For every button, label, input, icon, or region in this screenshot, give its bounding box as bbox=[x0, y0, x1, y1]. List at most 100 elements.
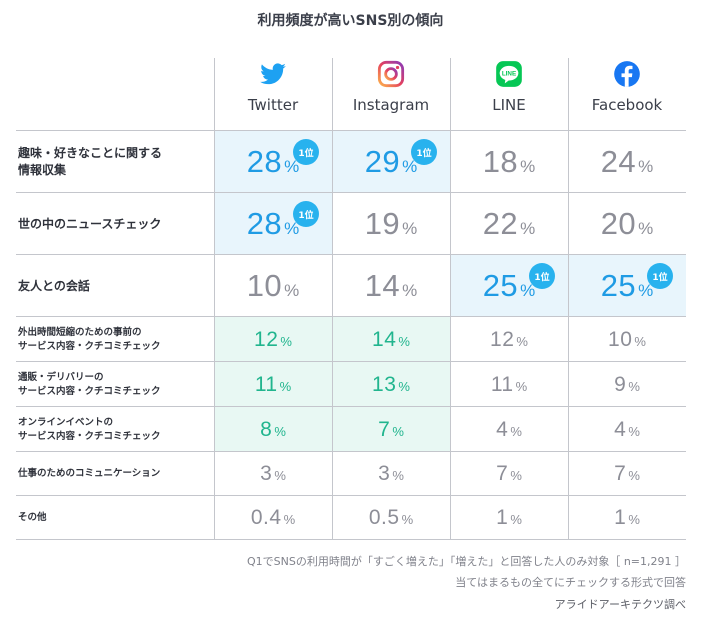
row-label: 友人との会話 bbox=[16, 255, 214, 317]
value-cell: 18% bbox=[450, 131, 568, 193]
value-number: 4 bbox=[496, 417, 509, 441]
value-number: 9 bbox=[614, 372, 627, 396]
value-number: 4 bbox=[614, 417, 627, 441]
row-label-text: 世の中のニュースチェック bbox=[18, 216, 162, 231]
row-divider bbox=[16, 192, 686, 193]
column-header-facebook: Facebook bbox=[568, 58, 686, 131]
value-cell: 10% bbox=[214, 255, 332, 317]
value-label: 4% bbox=[496, 418, 522, 442]
row-label-text: その他 bbox=[18, 512, 47, 523]
value-cell: 0.5% bbox=[332, 496, 450, 540]
value-label: 7% bbox=[378, 418, 404, 442]
header-divider bbox=[16, 130, 686, 131]
value-cell: 1% bbox=[450, 496, 568, 540]
value-label: 0.4% bbox=[251, 506, 295, 530]
value-number: 0.4 bbox=[250, 506, 282, 529]
value-cell: 19% bbox=[332, 193, 450, 255]
percent-unit: % bbox=[284, 219, 300, 238]
column-divider bbox=[332, 58, 333, 540]
value-label: 11% bbox=[491, 373, 527, 397]
value-number: 28 bbox=[246, 206, 283, 241]
column-label: Twitter bbox=[247, 96, 299, 114]
value-number: 25 bbox=[482, 268, 519, 303]
value-number: 1 bbox=[614, 506, 627, 529]
column-divider bbox=[214, 58, 215, 540]
value-cell: 11% bbox=[450, 362, 568, 407]
percent-unit: % bbox=[516, 333, 528, 349]
column-divider bbox=[568, 58, 569, 540]
value-cell: 14% bbox=[332, 317, 450, 362]
value-number: 12 bbox=[490, 327, 515, 351]
percent-unit: % bbox=[274, 423, 286, 439]
value-label: 10% bbox=[247, 268, 300, 304]
percent-unit: % bbox=[628, 423, 640, 439]
percent-unit: % bbox=[402, 281, 418, 300]
value-label: 3% bbox=[378, 462, 404, 486]
footer-source: アライドアーキテクツ調べ bbox=[554, 598, 686, 611]
value-label: 14% bbox=[365, 268, 418, 304]
value-label: 24% bbox=[601, 144, 654, 180]
percent-unit: % bbox=[515, 378, 528, 394]
value-cell: 20% bbox=[568, 193, 686, 255]
row-divider bbox=[16, 406, 686, 407]
percent-unit: % bbox=[284, 157, 300, 176]
value-label: 19% bbox=[365, 206, 418, 242]
column-label: Instagram bbox=[352, 96, 430, 114]
value-label: 14% bbox=[372, 328, 410, 352]
value-cell: 11% bbox=[214, 362, 332, 407]
value-cell: 7% bbox=[450, 452, 568, 496]
percent-unit: % bbox=[634, 333, 646, 349]
row-label: 外出時間短縮のための事前の サービス内容・クチコミチェック bbox=[16, 317, 214, 362]
row-divider bbox=[16, 361, 686, 362]
row-divider bbox=[16, 254, 686, 255]
percent-unit: % bbox=[398, 378, 410, 394]
value-cell: 9% bbox=[568, 362, 686, 407]
value-number: 3 bbox=[260, 462, 273, 485]
percent-unit: % bbox=[638, 281, 654, 300]
footer-note-respondents: Q1でSNSの利用時間が「すごく増えた」「増えた」と回答した人のみ対象［ n=1… bbox=[246, 555, 686, 568]
value-number: 8 bbox=[260, 417, 273, 441]
value-cell: 3% bbox=[332, 452, 450, 496]
percent-unit: % bbox=[398, 333, 410, 349]
percent-unit: % bbox=[628, 512, 640, 527]
value-number: 11 bbox=[254, 372, 278, 396]
value-number: 10 bbox=[608, 327, 633, 351]
value-label: 13% bbox=[372, 373, 410, 397]
percent-unit: % bbox=[628, 468, 640, 483]
line-icon: LINE bbox=[495, 60, 523, 88]
value-cell: 0.4% bbox=[214, 496, 332, 540]
rank-1-badge: 1位 bbox=[293, 201, 319, 227]
percent-unit: % bbox=[638, 219, 654, 238]
column-label: Facebook bbox=[591, 96, 663, 114]
value-cell: 14% bbox=[332, 255, 450, 317]
value-cell: 10% bbox=[568, 317, 686, 362]
value-label: 11% bbox=[255, 373, 291, 397]
value-cell: 25% 1位 bbox=[450, 255, 568, 317]
row-label: 世の中のニュースチェック bbox=[16, 193, 214, 255]
value-cell: 4% bbox=[450, 407, 568, 452]
percent-unit: % bbox=[628, 378, 640, 394]
value-number: 1 bbox=[496, 506, 509, 529]
value-label: 0.5% bbox=[369, 506, 413, 530]
value-number: 3 bbox=[378, 462, 391, 485]
rank-1-badge: 1位 bbox=[293, 139, 319, 165]
value-label: 9% bbox=[614, 373, 640, 397]
value-cell: 7% bbox=[332, 407, 450, 452]
value-number: 13 bbox=[372, 372, 397, 396]
rank-1-badge: 1位 bbox=[647, 263, 673, 289]
rank-1-badge: 1位 bbox=[411, 139, 437, 165]
value-label: 12% bbox=[490, 328, 528, 352]
column-header-line: LINE LINE bbox=[450, 58, 568, 131]
row-label-text: 外出時間短縮のための事前の サービス内容・クチコミチェック bbox=[18, 326, 161, 352]
value-label: 28% bbox=[247, 206, 300, 242]
value-label: 8% bbox=[260, 418, 286, 442]
percent-unit: % bbox=[402, 219, 418, 238]
footer-note-method: 当てはまるもの全てにチェックする形式で回答 bbox=[455, 576, 686, 589]
row-label-text: 仕事のためのコミュニケーション bbox=[18, 468, 161, 479]
value-label: 1% bbox=[496, 506, 522, 530]
percent-unit: % bbox=[510, 468, 522, 483]
percent-unit: % bbox=[520, 219, 536, 238]
value-cell: 8% bbox=[214, 407, 332, 452]
value-number: 7 bbox=[378, 417, 391, 441]
value-number: 28 bbox=[246, 144, 283, 179]
